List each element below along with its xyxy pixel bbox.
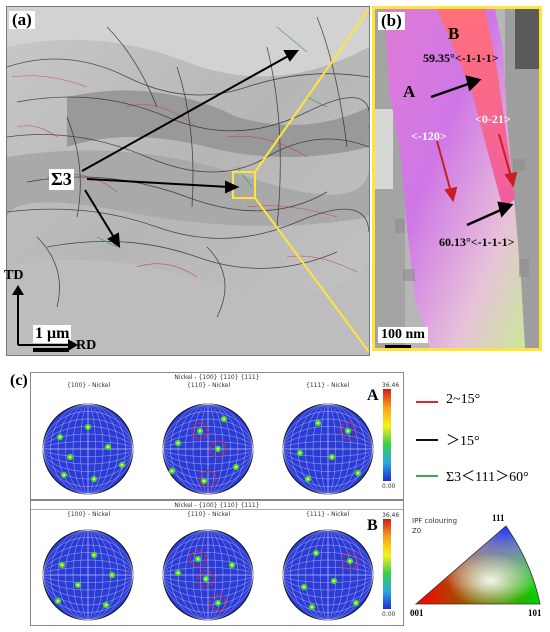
ebsd-map-panel-a: (a) Σ3 1 μm [6, 6, 370, 356]
legend-label-low-angle: 2~15° [446, 392, 481, 407]
pole-row-a-header: Nickel - {100} {110} {111} [174, 374, 260, 381]
grain-b-label: B [448, 24, 460, 43]
pole-a-110-title: {110} - Nickel [187, 382, 231, 389]
axis-arrows [12, 285, 78, 351]
pole-b-110-title: {110} - Nickel [187, 511, 231, 518]
ipf-triangle [414, 525, 541, 605]
pole-a-111-title: {111} - Nickel [306, 382, 350, 389]
grain-a-label: A [403, 82, 416, 101]
highlight-circle [341, 552, 359, 570]
direction-left-label: <-120> [411, 129, 447, 143]
pole-b-111-title: {111} - Nickel [306, 511, 350, 518]
highlight-circle [189, 550, 207, 568]
ipf-zoom-image [375, 9, 539, 348]
highlight-circle [199, 470, 217, 488]
pole-figure-b-2 [282, 529, 374, 621]
pole-b-100-title: {100} - Nickel [67, 511, 111, 518]
ipf-corner-001: 001 [410, 608, 424, 618]
pole-row-b-header: Nickel - {100} {110} {111} [31, 502, 403, 510]
sigma3-label: Σ3 [49, 169, 74, 190]
highlight-circle [339, 422, 357, 440]
ipf-title: IPF colouring [412, 517, 458, 525]
pole-figure-row-b: Nickel - {100} {110} {111} {100} - Nicke… [30, 500, 404, 626]
scale-b-max: 36.46 [382, 512, 400, 519]
panel-a-label: (a) [9, 11, 35, 29]
misorientation-bottom-label: 60.13°<-1-1-1> [439, 235, 515, 249]
scale-bar-b [385, 345, 411, 348]
ipf-subtitle: Z0 [412, 527, 422, 535]
panel-c-label: (c) [10, 372, 28, 389]
pole-figure-b-1 [162, 529, 254, 621]
misorientation-top-label: 59.35°<-1-1-1> [423, 51, 499, 65]
color-scale-b [383, 519, 391, 609]
legend-swatch-high-angle [416, 439, 438, 441]
scale-b-min: 0.00 [382, 611, 396, 618]
scale-a-max: 36.46 [382, 382, 400, 389]
pole-figure-b-0 [42, 529, 134, 621]
highlight-circle [197, 570, 215, 588]
ipf-corner-111: 111 [492, 513, 505, 523]
highlight-circle [209, 440, 227, 458]
pole-figure-a-2 [282, 403, 374, 495]
pole-figure-a-1 [162, 403, 254, 495]
pole-row-b-tag: B [367, 517, 378, 534]
axis-td-label: TD [4, 268, 24, 283]
pole-figures-b-graphic [42, 529, 374, 621]
microstructure-image [7, 7, 369, 355]
pole-figures-a-graphic [42, 403, 374, 495]
scale-bar-a-label: 1 μm [33, 325, 72, 343]
scale-bar-b-label: 100 nm [378, 327, 428, 343]
legend-swatch-low-angle [416, 401, 438, 403]
scale-a-min: 0.00 [382, 483, 396, 490]
legend-label-high-angle: ＞15° [446, 434, 480, 449]
ipf-corner-101: 101 [528, 608, 542, 618]
highlight-circle [209, 594, 227, 612]
legend-swatch-twin [416, 475, 438, 477]
panel-b-label: (b) [378, 12, 405, 30]
highlight-circle [191, 422, 209, 440]
pole-row-a-tag: A [367, 387, 379, 404]
legend-label-twin: Σ3＜111＞60° [446, 470, 529, 485]
axis-rd-label: RD [76, 338, 97, 353]
pole-a-100-title: {100} - Nickel [67, 382, 111, 389]
direction-right-label: <0-21> [475, 112, 511, 126]
ebsd-map-panel-b: (b) B A 59.35°<-1-1-1> <-120> <0-21> 60.… [372, 6, 542, 351]
color-scale-a [383, 389, 391, 481]
pole-figure-a-0 [42, 403, 134, 495]
pole-figure-row-a: Nickel - {100} {110} {111} {100} - Nicke… [30, 372, 404, 500]
scale-bar-a [33, 348, 69, 352]
